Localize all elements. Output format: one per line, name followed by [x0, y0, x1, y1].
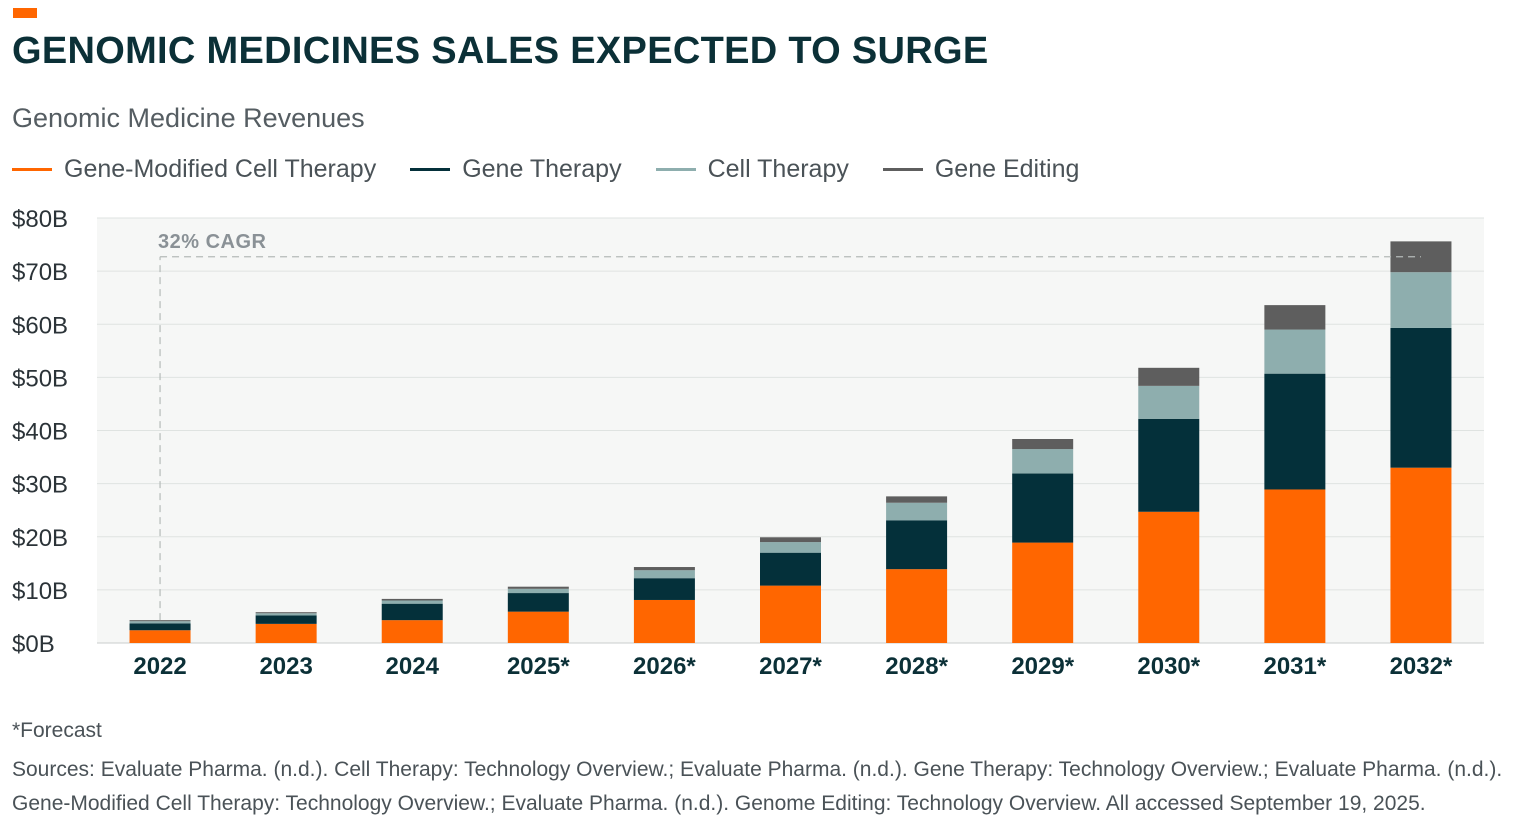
page-title: GENOMIC MEDICINES SALES EXPECTED TO SURG… [12, 30, 989, 72]
bar-segment [1264, 373, 1326, 490]
forecast-footnote: *Forecast [12, 719, 102, 742]
bar-segment [507, 593, 569, 612]
bar-segment [886, 496, 948, 503]
bar-segment [1138, 385, 1200, 419]
y-tick-label: $0B [12, 631, 55, 658]
bar-segment [760, 537, 821, 543]
x-tick-label: 2028* [885, 653, 948, 680]
x-tick-label: 2029* [1011, 653, 1074, 680]
y-tick-label: $30B [12, 472, 68, 499]
bar-segment [886, 569, 948, 643]
legend-label: Gene Therapy [462, 155, 622, 183]
x-tick-label: 2032* [1390, 653, 1453, 680]
bar-segment [1390, 467, 1452, 643]
bar-segment [886, 520, 948, 570]
chart-subtitle: Genomic Medicine Revenues [12, 103, 365, 133]
legend-label: Gene Editing [934, 155, 1080, 183]
bar-segment [129, 621, 191, 624]
bar-segment [1264, 329, 1326, 374]
bar-segment [255, 612, 317, 614]
bar-segment [1390, 327, 1452, 468]
bar-segment [760, 542, 821, 553]
legend-swatch [12, 168, 52, 171]
bar-segment [633, 578, 695, 600]
y-tick-label: $10B [12, 578, 68, 605]
bar-segment [507, 588, 569, 594]
legend-swatch [410, 168, 451, 171]
y-tick-label: $20B [12, 525, 68, 552]
bar-segment [255, 613, 317, 616]
x-tick-label: 2022 [133, 653, 186, 680]
y-tick-label: $60B [12, 312, 68, 339]
bar-segment [129, 630, 191, 643]
bar-segment [1012, 542, 1074, 643]
legend-swatch [655, 168, 696, 171]
x-tick-label: 2025* [507, 653, 570, 680]
bar-segment [381, 600, 443, 604]
cagr-label: 32% CAGR [158, 231, 267, 253]
x-tick-label: 2031* [1263, 653, 1326, 680]
bar-segment [760, 552, 821, 586]
y-tick-label: $80B [12, 206, 68, 233]
bar-segment [507, 586, 569, 589]
bar-segment [507, 611, 569, 643]
bar-segment [1264, 489, 1326, 643]
bar-segment [1138, 367, 1200, 386]
x-tick-label: 2030* [1137, 653, 1200, 680]
y-tick-label: $50B [12, 365, 68, 392]
sources-note: Sources: Evaluate Pharma. (n.d.). Cell T… [12, 758, 1503, 815]
legend-swatch [882, 168, 923, 171]
bar-segment [381, 603, 443, 621]
bar-segment [886, 502, 948, 521]
stacked-bar-chart: $0B $10B $20B $30B $40B $50B $60B $70B $80B 2022 2… [12, 206, 1484, 680]
bar-segment [760, 585, 821, 643]
x-tick-label: 2024 [386, 653, 440, 680]
bar-segment [1012, 439, 1074, 450]
bar-segment [129, 623, 191, 631]
bar-segment [633, 599, 695, 643]
legend-label: Gene-Modified Cell Therapy [64, 155, 377, 183]
legend-item-gene-modified-cell-therapy: Gene-Modified Cell Therapy [12, 155, 376, 184]
bar-segment [1264, 305, 1326, 330]
legend-item-cell-therapy: Cell Therapy [655, 155, 849, 184]
bar-segment [633, 570, 695, 579]
accent-bar [13, 8, 37, 18]
legend-item-gene-editing: Gene Editing [882, 155, 1080, 184]
bar-segment [633, 567, 695, 571]
bar-segment [1012, 473, 1074, 543]
bar-segment [1012, 449, 1074, 474]
x-tick-label: 2026* [633, 653, 696, 680]
bar-segment [1390, 272, 1452, 328]
y-tick-label: $40B [12, 419, 68, 446]
bar-segment [1138, 511, 1200, 643]
bar-segment [1138, 418, 1200, 512]
bar-segment [255, 615, 317, 624]
legend-item-gene-therapy: Gene Therapy [410, 155, 622, 184]
bar-segment [255, 623, 317, 643]
x-tick-label: 2027* [759, 653, 822, 680]
y-tick-label: $70B [12, 259, 68, 286]
legend-label: Cell Therapy [707, 155, 849, 183]
x-tick-label: 2023 [259, 653, 312, 680]
bar-segment [129, 620, 191, 622]
bar-segment [381, 598, 443, 601]
chart-legend: Gene-Modified Cell Therapy Gene Therapy … [12, 155, 1113, 184]
bar-segment [381, 620, 443, 643]
